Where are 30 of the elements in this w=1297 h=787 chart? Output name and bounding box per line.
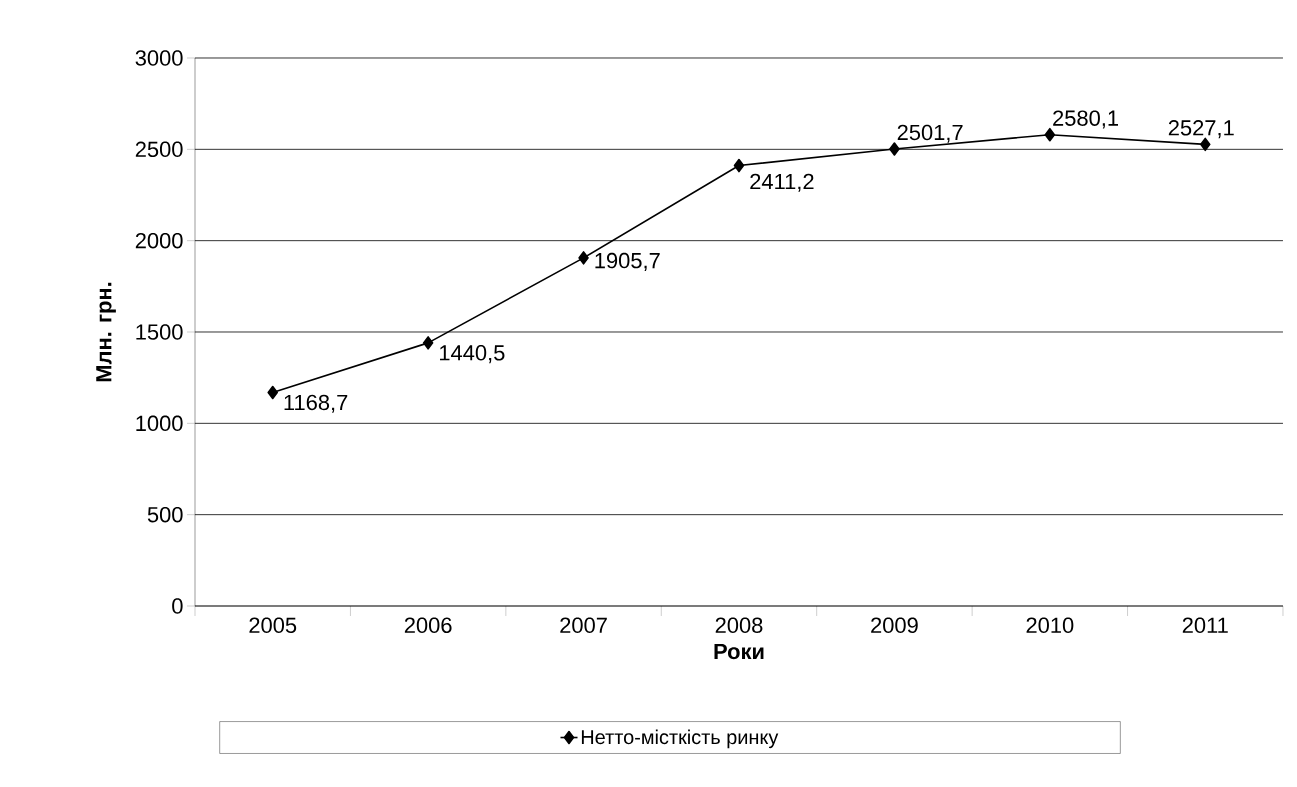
data-label: 2501,7	[897, 124, 963, 143]
y-tick-label: 2000	[135, 232, 183, 249]
data-label: 2580,1	[1053, 110, 1118, 129]
data-label: 1440,5	[440, 345, 505, 364]
y-tick-label: 3000	[135, 50, 183, 66]
point	[578, 251, 589, 265]
x-tick-label: 2010	[1026, 617, 1074, 634]
x-tick-label: 2005	[249, 617, 297, 634]
point	[267, 385, 279, 400]
y-tick-label: 1000	[136, 415, 183, 432]
x-tick-label: 2011	[1182, 617, 1228, 634]
y-tick-label: 2500	[135, 141, 183, 158]
x-tick-label: 2006	[404, 617, 452, 634]
y-tick-label: 0	[172, 598, 183, 614]
point	[733, 158, 745, 173]
point	[422, 336, 434, 350]
legend-label: Нетто-місткість ринку	[581, 729, 779, 749]
point	[889, 142, 900, 156]
y-axis-title: Млн. грн.	[96, 282, 116, 382]
data-label: 1905,7	[595, 252, 660, 271]
x-tick-label: 2007	[560, 617, 607, 634]
x-axis-title: Роки	[714, 643, 764, 660]
x-tick-label: 2009	[871, 617, 918, 634]
y-tick-label: 1500	[136, 324, 183, 340]
data-label: 2527,1	[1168, 120, 1234, 139]
data-label: 2411,2	[750, 173, 814, 192]
x-tick-label: 2008	[715, 617, 763, 634]
point	[1044, 127, 1056, 142]
data-label: 1168,7	[284, 394, 348, 413]
y-tick-label: 500	[147, 506, 183, 523]
